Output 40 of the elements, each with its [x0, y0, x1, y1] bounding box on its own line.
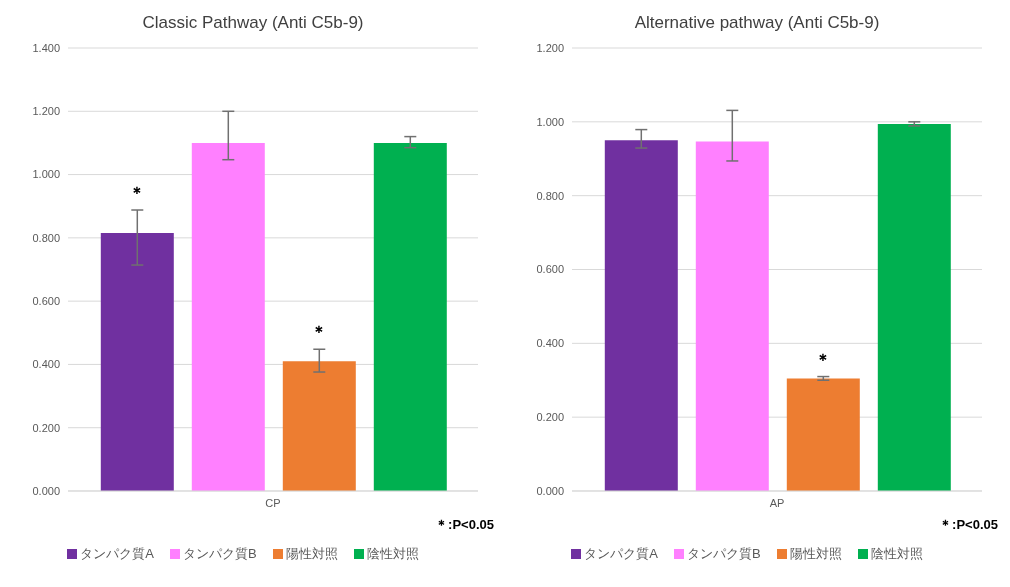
- data-label: ＊: [815, 350, 832, 368]
- legend-label: 陽性対照: [789, 545, 842, 563]
- x-tick-label: AP: [769, 496, 785, 509]
- y-tick-label: 0.200: [536, 411, 564, 424]
- y-tick-label: 1.200: [32, 105, 60, 118]
- legend-label: 陰性対照: [870, 545, 923, 563]
- y-tick-label: 0.800: [536, 189, 564, 202]
- y-tick-label: 0.400: [32, 358, 60, 371]
- bar: [191, 142, 265, 491]
- bar: [786, 378, 860, 491]
- y-tick-label: 0.600: [536, 263, 564, 276]
- text: ＊:P<0.05: [939, 516, 998, 534]
- y-tick-label: 0.000: [536, 484, 564, 497]
- legend-label: 陰性対照: [366, 545, 419, 563]
- chart-title: Alternative pathway (Anti C5b-9): [633, 12, 881, 34]
- text: ＊:P<0.05: [435, 516, 494, 534]
- chart-title: Classic Pathway (Anti C5b-9): [141, 12, 365, 34]
- y-tick-label: 1.000: [32, 168, 60, 181]
- bar: [282, 361, 356, 491]
- x-tick-label: CP: [265, 496, 281, 509]
- legend-label: タンパク質A: [584, 545, 658, 563]
- bar: [877, 124, 951, 491]
- legend-label: タンパク質B: [687, 545, 761, 563]
- data-label: ＊: [129, 184, 146, 202]
- y-tick-label: 1.400: [32, 41, 60, 54]
- y-tick-label: 1.200: [536, 41, 564, 54]
- y-tick-label: 0.600: [32, 295, 60, 308]
- bar: [373, 142, 447, 491]
- legend-label: タンパク質B: [183, 545, 257, 563]
- bar: [100, 233, 174, 491]
- data-label: ＊: [311, 323, 328, 341]
- y-tick-label: 0.000: [32, 484, 60, 497]
- bar: [695, 141, 769, 491]
- y-tick-label: 1.000: [536, 115, 564, 128]
- y-tick-label: 0.800: [32, 231, 60, 244]
- bar: [604, 140, 678, 491]
- legend-label: タンパク質A: [80, 545, 154, 563]
- y-tick-label: 0.400: [536, 337, 564, 350]
- y-tick-label: 0.200: [32, 421, 60, 434]
- legend-label: 陽性対照: [285, 545, 338, 563]
